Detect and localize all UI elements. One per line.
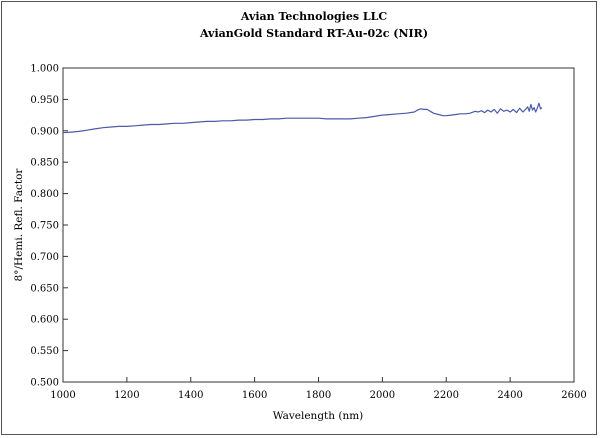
- chart-subtitle: AvianGold Standard RT-Au-02c (NIR): [199, 27, 428, 40]
- series-group: [62, 102, 543, 134]
- y-tick-label: 0.900: [30, 126, 59, 137]
- y-tick-label: 0.850: [30, 158, 59, 169]
- y-axis-label: 8°/Hemi. Refl. Factor: [13, 168, 25, 282]
- y-tick-label: 0.600: [30, 315, 59, 326]
- y-tick-label: 0.950: [30, 95, 59, 106]
- x-tick-label: 2400: [497, 390, 522, 401]
- y-tick-label: 0.700: [30, 252, 59, 263]
- y-tick-label: 0.750: [30, 221, 59, 232]
- plot-area: [62, 67, 575, 383]
- y-tick-label: 0.800: [30, 189, 59, 200]
- x-tick-label: 1600: [242, 390, 267, 401]
- x-tick-label: 1000: [50, 390, 75, 401]
- y-tick-label: 0.650: [30, 283, 59, 294]
- series-line: [62, 102, 543, 134]
- y-tick-label: 1.000: [30, 64, 59, 75]
- x-tick-label: 1200: [114, 390, 139, 401]
- x-axis: 1000 1200 1400 1600 1800 2000 2200 2400 2600: [50, 377, 587, 401]
- x-axis-label: Wavelength (nm): [273, 410, 364, 422]
- x-tick-label: 2600: [561, 390, 586, 401]
- x-tick-label: 1800: [306, 390, 331, 401]
- x-tick-label: 1400: [178, 390, 203, 401]
- y-tick-label: 0.500: [30, 378, 59, 389]
- y-axis: 0.500 0.550 0.600 0.650 0.700 0.750 0.800 0.850…: [30, 64, 68, 389]
- y-tick-label: 0.550: [30, 346, 59, 357]
- chart-title: Avian Technologies LLC: [240, 10, 387, 23]
- x-tick-label: 2000: [370, 390, 395, 401]
- x-tick-label: 2200: [434, 390, 459, 401]
